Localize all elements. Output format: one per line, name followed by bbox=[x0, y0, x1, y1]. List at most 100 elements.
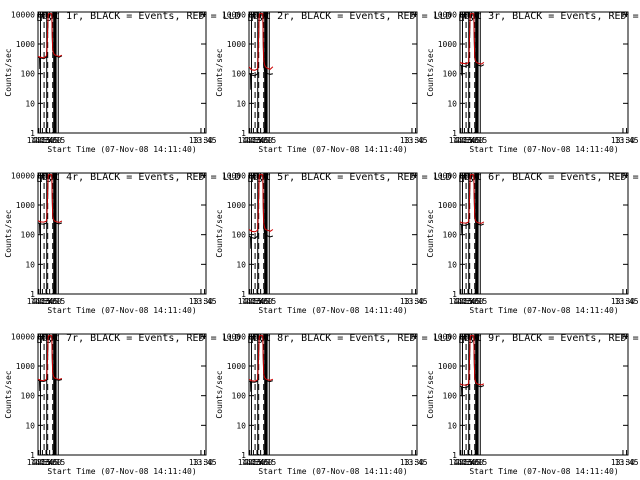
x-tick-label: 13:30 bbox=[400, 297, 424, 306]
region-label: S bbox=[468, 13, 474, 24]
x-tick-label: 14:15 bbox=[449, 458, 473, 467]
y-tick-label: 10 bbox=[236, 99, 246, 108]
x-tick-label: 14:30 bbox=[452, 297, 476, 306]
x-tick-label: 14:30 bbox=[30, 136, 54, 145]
x-tick-label: 13:45 bbox=[615, 136, 639, 145]
x-axis-label: Start Time (07-Nov-08 14:11:40) bbox=[258, 145, 407, 154]
y-tick-label: 1000 bbox=[227, 40, 246, 49]
x-tick-label: 14:15 bbox=[238, 297, 262, 306]
x-tick-label: 14:15 bbox=[27, 458, 51, 467]
x-tick-label: 15:00 bbox=[460, 458, 484, 467]
region-label: S bbox=[257, 174, 263, 185]
detector-panel: Det 8r, BLACK = Events, RED = LLD 1 10 100 1… bbox=[215, 332, 452, 476]
x-tick-label: 15:15 bbox=[463, 297, 487, 306]
detector-panel: Det 7r, BLACK = Events, RED = LLD 1 10 100 1… bbox=[4, 332, 241, 476]
region-label: S bbox=[468, 174, 474, 185]
x-tick-label: 14:45 bbox=[245, 458, 269, 467]
y-axis-label: Counts/sec bbox=[426, 48, 435, 96]
y-tick-label: 10 bbox=[25, 260, 35, 269]
x-tick-label: 14:45 bbox=[245, 136, 269, 145]
x-tick-label: 15:00 bbox=[460, 297, 484, 306]
y-axis-label: Counts/sec bbox=[215, 370, 224, 418]
x-tick-label: 13:45 bbox=[193, 136, 217, 145]
region-label: E bbox=[247, 335, 253, 346]
y-axis-label: Counts/sec bbox=[426, 209, 435, 257]
x-axis-label: Start Time (07-Nov-08 14:11:40) bbox=[258, 467, 407, 476]
region-label: S bbox=[46, 335, 52, 346]
panel-title: Det 2r, BLACK = Events, RED = LLD bbox=[253, 11, 452, 22]
y-tick-label: 10000 bbox=[11, 10, 35, 19]
y-tick-label: 10 bbox=[236, 260, 246, 269]
plot-frame bbox=[459, 172, 629, 295]
series-line bbox=[459, 13, 485, 65]
y-tick-label: 100 bbox=[21, 70, 36, 79]
region-label: F bbox=[40, 13, 46, 24]
y-tick-label: 10000 bbox=[433, 332, 457, 341]
x-tick-label: 14:45 bbox=[34, 297, 58, 306]
y-tick-label: 1000 bbox=[438, 362, 457, 371]
y-tick-label: 10000 bbox=[11, 332, 35, 341]
x-tick-label: 15:00 bbox=[249, 297, 273, 306]
detector-panel: Det 5r, BLACK = Events, RED = LLD 1 10 100 1… bbox=[215, 171, 452, 315]
x-axis-label: Start Time (07-Nov-08 14:11:40) bbox=[47, 145, 196, 154]
region-label: F bbox=[251, 335, 257, 346]
series-line bbox=[37, 13, 63, 59]
y-tick-label: 10000 bbox=[11, 171, 35, 180]
y-tick-label: 100 bbox=[232, 392, 247, 401]
panel-title: Det 7r, BLACK = Events, RED = LLD bbox=[42, 333, 241, 344]
x-tick-label: 14:30 bbox=[452, 458, 476, 467]
plot-frame bbox=[459, 333, 629, 456]
detector-panel: Det 4r, BLACK = Events, RED = LLD 1 10 100 1… bbox=[4, 171, 241, 315]
region-label: F bbox=[251, 174, 257, 185]
x-tick-label: 14:30 bbox=[241, 458, 265, 467]
y-tick-label: 1 bbox=[30, 129, 35, 138]
y-tick-label: 1 bbox=[452, 129, 457, 138]
y-tick-label: 1 bbox=[30, 290, 35, 299]
y-axis-label: Counts/sec bbox=[426, 370, 435, 418]
x-tick-label: 14:45 bbox=[245, 297, 269, 306]
x-axis-label: Start Time (07-Nov-08 14:11:40) bbox=[469, 145, 618, 154]
plot-frame bbox=[248, 333, 418, 456]
region-label: S bbox=[46, 174, 52, 185]
y-tick-label: 100 bbox=[443, 392, 458, 401]
y-tick-label: 100 bbox=[232, 231, 247, 240]
region-label: F bbox=[40, 174, 46, 185]
x-tick-label: 15:15 bbox=[252, 136, 276, 145]
x-tick-label: 13:45 bbox=[615, 297, 639, 306]
x-tick-label: 13:30 bbox=[189, 136, 213, 145]
x-tick-label: 14:45 bbox=[34, 136, 58, 145]
x-tick-label: 15:15 bbox=[463, 136, 487, 145]
x-tick-label: 13:45 bbox=[404, 297, 428, 306]
x-tick-label: 13:45 bbox=[193, 458, 217, 467]
x-tick-label: 14:45 bbox=[456, 297, 480, 306]
plot-frame bbox=[248, 172, 418, 295]
y-tick-label: 1000 bbox=[16, 40, 35, 49]
y-tick-label: 10000 bbox=[222, 171, 246, 180]
panel-title: Det 1r, BLACK = Events, RED = LLD bbox=[42, 11, 241, 22]
y-tick-label: 10 bbox=[25, 421, 35, 430]
x-tick-label: 13:45 bbox=[615, 458, 639, 467]
plot-frame bbox=[37, 11, 207, 134]
x-tick-label: 15:00 bbox=[249, 136, 273, 145]
y-tick-label: 1 bbox=[30, 451, 35, 460]
y-axis-label: Counts/sec bbox=[4, 370, 13, 418]
series-line bbox=[248, 174, 274, 233]
x-axis-label: Start Time (07-Nov-08 14:11:40) bbox=[47, 467, 196, 476]
x-tick-label: 15:15 bbox=[463, 458, 487, 467]
y-tick-label: 10000 bbox=[433, 10, 457, 19]
x-axis-label: Start Time (07-Nov-08 14:11:40) bbox=[469, 306, 618, 315]
x-tick-label: 13:30 bbox=[189, 458, 213, 467]
x-tick-label: 13:30 bbox=[611, 458, 635, 467]
x-tick-label: 14:30 bbox=[30, 458, 54, 467]
x-tick-label: 14:15 bbox=[238, 458, 262, 467]
x-tick-label: 14:45 bbox=[456, 458, 480, 467]
y-tick-label: 1000 bbox=[227, 362, 246, 371]
y-tick-label: 100 bbox=[21, 231, 36, 240]
plot-frame bbox=[37, 172, 207, 295]
x-tick-label: 14:15 bbox=[238, 136, 262, 145]
x-tick-label: 15:00 bbox=[249, 458, 273, 467]
panel-title: Det 4r, BLACK = Events, RED = LLD bbox=[42, 172, 241, 183]
y-tick-label: 10000 bbox=[222, 10, 246, 19]
x-axis-label: Start Time (07-Nov-08 14:11:40) bbox=[47, 306, 196, 315]
